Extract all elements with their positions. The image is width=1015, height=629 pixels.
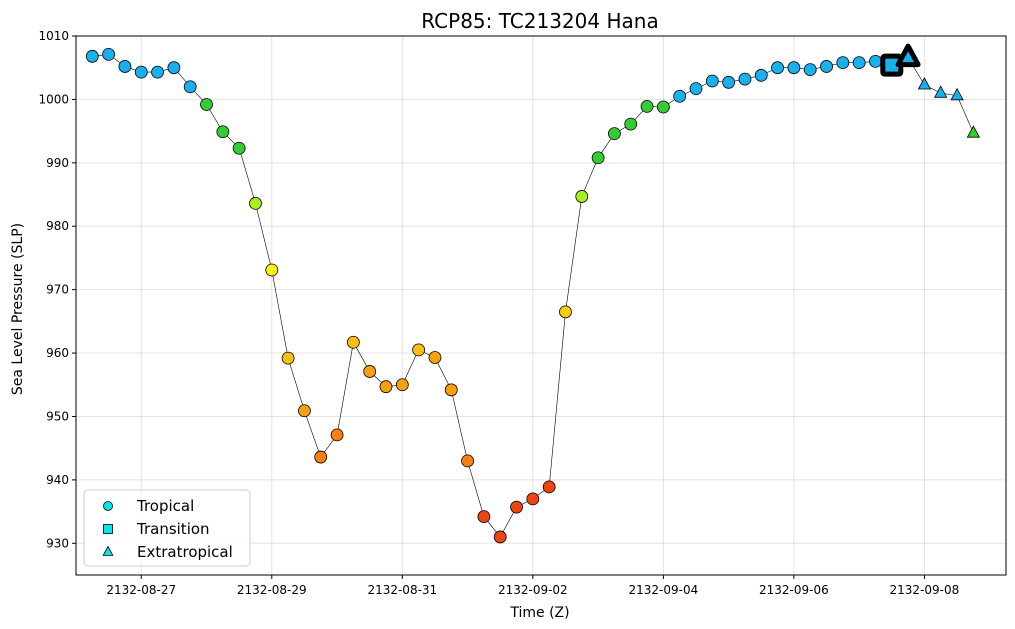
tropical-point — [510, 500, 523, 514]
tropical-point — [85, 49, 99, 63]
tropical-point — [151, 65, 164, 79]
tropical-point — [444, 383, 458, 397]
tropical-point — [705, 74, 719, 88]
tropical-point — [722, 75, 736, 89]
tropical-point — [346, 335, 360, 349]
legend-circle-icon — [103, 501, 113, 511]
tropical-point — [330, 428, 344, 442]
legend: Tropical Transition Extratropical — [83, 489, 251, 567]
x-tick-label: 2132-09-04 — [628, 583, 698, 597]
tropical-point — [428, 351, 442, 364]
tropical-point — [656, 100, 670, 114]
x-tick-label: 2132-08-27 — [106, 583, 176, 597]
x-axis-title: Time (Z) — [509, 605, 569, 621]
y-axis-ticks: 930 940 950 960 970 980 990 1000 1010 — [38, 29, 76, 550]
tropical-point — [265, 263, 279, 277]
tropical-point — [787, 61, 801, 75]
tropical-point — [820, 60, 833, 73]
y-tick-label: 940 — [46, 473, 69, 487]
tropical-point — [249, 197, 262, 210]
y-tick-label: 980 — [46, 219, 69, 233]
y-axis-title: Sea Level Pressure (SLP) — [10, 223, 26, 395]
x-tick-label: 2132-08-31 — [367, 583, 437, 597]
extratropical-point — [950, 87, 964, 101]
legend-box — [83, 489, 251, 567]
tropical-point — [526, 492, 540, 506]
x-tick-label: 2132-09-08 — [890, 583, 960, 597]
tropical-point — [689, 82, 703, 96]
extratropical-point — [917, 77, 932, 90]
tropical-point — [363, 365, 377, 378]
x-axis-ticks: 2132-08-27 2132-08-29 2132-08-31 2132-09-02… — [106, 575, 959, 597]
tropical-point — [102, 47, 116, 61]
tropical-point — [803, 63, 817, 77]
tropical-point — [461, 454, 474, 468]
tropical-point — [542, 480, 556, 494]
data-points — [85, 47, 981, 544]
legend-label: Tropical — [136, 497, 194, 515]
tropical-point — [754, 68, 768, 82]
y-tick-label: 990 — [46, 156, 69, 170]
y-tick-label: 960 — [46, 346, 69, 360]
extratropical-onset-marker — [895, 43, 921, 68]
tropical-point — [183, 80, 197, 94]
legend-square-icon — [103, 524, 113, 534]
tropical-point — [738, 72, 752, 86]
tropical-point — [869, 54, 882, 68]
tropical-point — [314, 450, 328, 464]
tropical-point — [836, 56, 850, 70]
tropical-point — [118, 60, 132, 73]
tropical-point — [575, 190, 589, 203]
tropical-point — [232, 141, 246, 155]
x-tick-label: 2132-08-29 — [237, 583, 307, 597]
tropical-point — [167, 61, 181, 75]
tropical-point — [673, 89, 687, 103]
y-tick-label: 930 — [46, 536, 69, 550]
extratropical-point — [934, 85, 948, 98]
legend-triangle-icon — [102, 545, 114, 556]
grid — [76, 35, 1006, 575]
legend-label: Extratropical — [137, 543, 233, 561]
phase-change-markers — [880, 43, 921, 77]
tropical-point — [559, 305, 572, 319]
tropical-point — [852, 56, 866, 70]
chart-title: RCP85: TC213204 Hana — [421, 9, 658, 33]
tropical-point — [771, 61, 784, 75]
tropical-point — [379, 380, 393, 394]
y-tick-label: 950 — [46, 409, 69, 423]
tropical-point — [493, 530, 507, 544]
extratropical-point — [966, 125, 981, 138]
tropical-point — [298, 404, 311, 418]
tropical-point — [216, 125, 230, 139]
tropical-point — [640, 99, 654, 113]
x-tick-label: 2132-09-06 — [759, 583, 829, 597]
x-tick-label: 2132-09-02 — [498, 583, 568, 597]
legend-label: Transition — [136, 520, 210, 538]
tropical-point — [412, 343, 426, 357]
tropical-point — [608, 127, 621, 141]
tropical-point — [624, 117, 638, 131]
tropical-point — [591, 151, 605, 165]
y-tick-label: 1000 — [38, 92, 69, 106]
tropical-point — [477, 510, 491, 524]
tropical-point — [200, 98, 213, 111]
tropical-point — [395, 378, 409, 392]
tropical-point — [134, 65, 148, 79]
y-tick-label: 970 — [46, 283, 69, 297]
tropical-point — [281, 351, 295, 365]
y-tick-label: 1010 — [38, 29, 69, 43]
plot-frame — [75, 35, 1007, 576]
